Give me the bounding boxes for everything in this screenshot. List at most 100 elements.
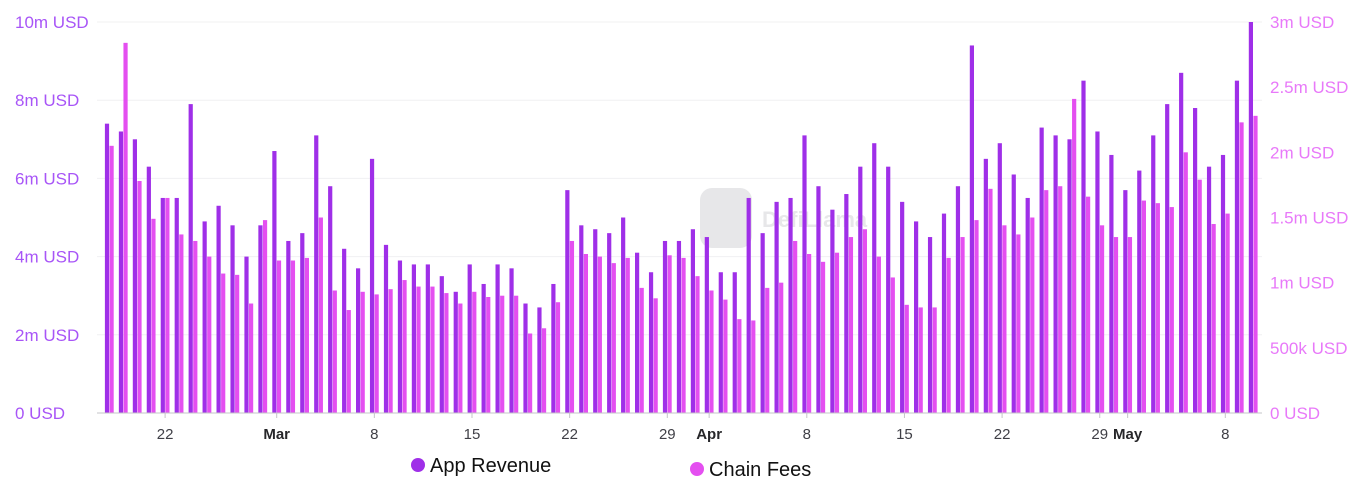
bar-chain-fees[interactable] xyxy=(276,260,282,413)
bar-app-revenue[interactable] xyxy=(244,256,249,413)
bar-chain-fees[interactable] xyxy=(444,293,449,413)
bar-chain-fees[interactable] xyxy=(416,286,421,413)
bar-chain-fees[interactable] xyxy=(890,277,895,413)
bar-chain-fees[interactable] xyxy=(137,181,142,413)
bar-chain-fees[interactable] xyxy=(360,291,365,413)
legend-item-app-revenue[interactable]: App Revenue xyxy=(411,455,551,477)
bar-chain-fees[interactable] xyxy=(876,256,881,413)
bar-chain-fees[interactable] xyxy=(765,287,770,413)
bar-app-revenue[interactable] xyxy=(662,240,668,413)
bar-app-revenue[interactable] xyxy=(1234,80,1240,414)
bar-app-revenue[interactable] xyxy=(160,197,165,413)
bar-app-revenue[interactable] xyxy=(802,135,807,413)
bar-chain-fees[interactable] xyxy=(528,333,533,414)
bar-chain-fees[interactable] xyxy=(500,295,505,413)
bar-app-revenue[interactable] xyxy=(1193,108,1198,414)
bar-app-revenue[interactable] xyxy=(997,143,1002,413)
bar-app-revenue[interactable] xyxy=(1011,174,1016,413)
bar-app-revenue[interactable] xyxy=(648,272,654,413)
bar-chain-fees[interactable] xyxy=(1099,225,1105,413)
bar-app-revenue[interactable] xyxy=(1081,80,1086,414)
bar-app-revenue[interactable] xyxy=(1137,170,1142,413)
bar-chain-fees[interactable] xyxy=(681,257,686,413)
bar-app-revenue[interactable] xyxy=(900,201,905,413)
bar-app-revenue[interactable] xyxy=(146,166,151,413)
bar-app-revenue[interactable] xyxy=(104,123,110,413)
bar-app-revenue[interactable] xyxy=(286,240,291,413)
bar-chain-fees[interactable] xyxy=(1211,224,1216,413)
bar-app-revenue[interactable] xyxy=(132,139,137,414)
bar-chain-fees[interactable] xyxy=(374,294,379,413)
bar-app-revenue[interactable] xyxy=(914,221,919,413)
bar-app-revenue[interactable] xyxy=(872,143,877,413)
bar-app-revenue[interactable] xyxy=(300,233,305,413)
bar-chain-fees[interactable] xyxy=(834,252,840,413)
legend-item-chain-fees[interactable]: Chain Fees xyxy=(690,459,811,481)
bar-chain-fees[interactable] xyxy=(862,229,867,413)
bar-app-revenue[interactable] xyxy=(593,229,598,413)
bar-chain-fees[interactable] xyxy=(151,218,156,413)
bar-chain-fees[interactable] xyxy=(249,303,254,413)
bar-chain-fees[interactable] xyxy=(221,273,226,413)
bar-chain-fees[interactable] xyxy=(541,328,547,413)
bar-app-revenue[interactable] xyxy=(1179,72,1184,413)
bar-app-revenue[interactable] xyxy=(258,225,263,413)
bar-app-revenue[interactable] xyxy=(188,104,193,414)
bar-app-revenue[interactable] xyxy=(369,158,375,413)
bar-app-revenue[interactable] xyxy=(174,197,179,413)
bar-app-revenue[interactable] xyxy=(983,158,988,413)
bar-chain-fees[interactable] xyxy=(193,240,198,413)
bar-chain-fees[interactable] xyxy=(430,286,435,413)
bar-app-revenue[interactable] xyxy=(467,264,472,413)
bar-chain-fees[interactable] xyxy=(318,217,323,414)
bar-app-revenue[interactable] xyxy=(1123,190,1128,413)
bar-app-revenue[interactable] xyxy=(523,303,528,413)
bar-chain-fees[interactable] xyxy=(1253,115,1258,413)
bar-chain-fees[interactable] xyxy=(1002,225,1007,413)
bar-app-revenue[interactable] xyxy=(1206,166,1212,413)
bar-app-revenue[interactable] xyxy=(411,264,416,413)
bar-chain-fees[interactable] xyxy=(1072,98,1077,414)
bar-app-revenue[interactable] xyxy=(621,217,626,414)
bar-app-revenue[interactable] xyxy=(328,186,333,413)
bar-app-revenue[interactable] xyxy=(746,197,751,413)
bar-app-revenue[interactable] xyxy=(927,237,933,413)
bar-chain-fees[interactable] xyxy=(1225,213,1230,413)
bar-chain-fees[interactable] xyxy=(235,274,240,413)
bar-app-revenue[interactable] xyxy=(676,240,682,413)
bar-chain-fees[interactable] xyxy=(388,289,393,413)
bar-app-revenue[interactable] xyxy=(690,229,695,413)
bar-chain-fees[interactable] xyxy=(625,257,630,413)
bar-chain-fees[interactable] xyxy=(472,291,477,413)
bar-app-revenue[interactable] xyxy=(969,45,974,414)
bar-app-revenue[interactable] xyxy=(1109,154,1114,413)
bar-app-revenue[interactable] xyxy=(1095,131,1100,414)
bar-chain-fees[interactable] xyxy=(179,234,184,413)
bar-app-revenue[interactable] xyxy=(955,186,961,413)
bar-chain-fees[interactable] xyxy=(932,307,937,413)
bar-chain-fees[interactable] xyxy=(569,240,575,413)
bar-app-revenue[interactable] xyxy=(439,276,444,413)
bar-chain-fees[interactable] xyxy=(1155,203,1160,413)
bar-app-revenue[interactable] xyxy=(886,166,891,413)
bar-app-revenue[interactable] xyxy=(272,151,277,413)
bar-app-revenue[interactable] xyxy=(551,283,556,413)
bar-chain-fees[interactable] xyxy=(165,197,170,413)
bar-app-revenue[interactable] xyxy=(718,272,723,413)
bar-chain-fees[interactable] xyxy=(1030,217,1035,414)
bar-chain-fees[interactable] xyxy=(639,287,644,413)
bar-app-revenue[interactable] xyxy=(481,283,486,413)
bar-chain-fees[interactable] xyxy=(262,220,268,413)
bar-chain-fees[interactable] xyxy=(793,240,798,413)
bar-chain-fees[interactable] xyxy=(1086,196,1091,413)
bar-chain-fees[interactable] xyxy=(207,256,212,413)
bar-app-revenue[interactable] xyxy=(1151,135,1156,413)
bar-app-revenue[interactable] xyxy=(830,209,835,413)
bar-app-revenue[interactable] xyxy=(1067,139,1072,414)
bar-chain-fees[interactable] xyxy=(1044,190,1049,413)
bar-chain-fees[interactable] xyxy=(1197,179,1202,413)
bar-app-revenue[interactable] xyxy=(1053,135,1058,413)
bar-app-revenue[interactable] xyxy=(425,264,430,413)
bar-chain-fees[interactable] xyxy=(848,237,854,413)
bar-app-revenue[interactable] xyxy=(397,260,403,413)
